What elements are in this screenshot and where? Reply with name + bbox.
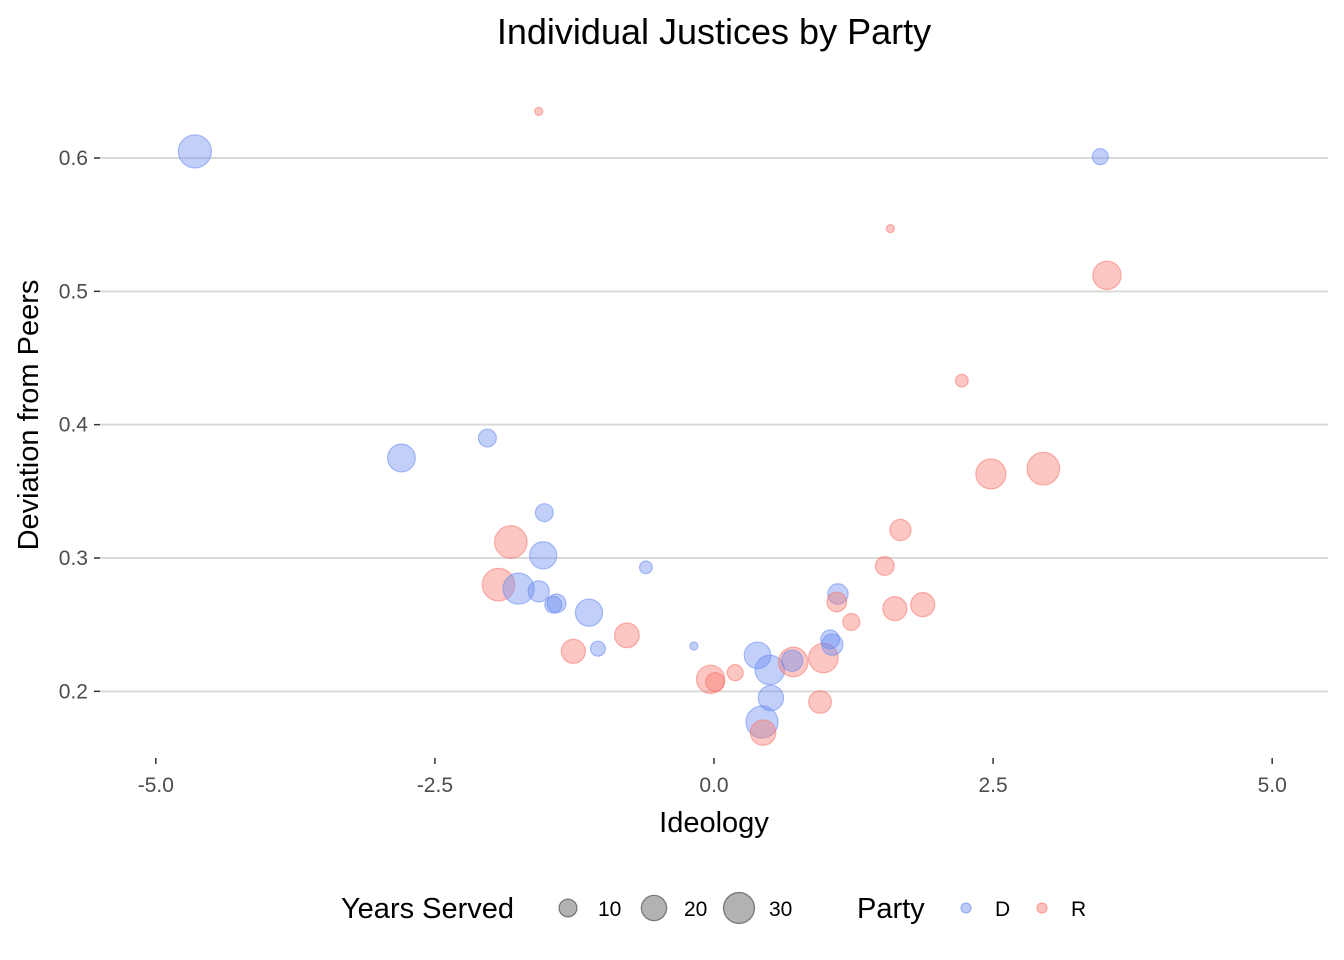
data-point	[827, 583, 849, 605]
axes: 0.2 0.3 0.4 0.5 0.6 -5.0 -2.5 0.0 2.5 5.0	[59, 147, 1287, 797]
size-legend-label: 20	[684, 898, 707, 921]
size-legend-key	[640, 894, 668, 922]
data-point	[743, 641, 772, 670]
data-points	[177, 106, 1122, 746]
data-point	[689, 641, 699, 651]
data-point	[820, 629, 841, 650]
data-point	[638, 560, 653, 575]
data-point	[534, 503, 554, 523]
x-axis-title: Ideology	[659, 807, 769, 839]
color-legend-key	[960, 902, 972, 914]
x-tick-label: 5.0	[1258, 774, 1287, 797]
data-point	[481, 567, 516, 602]
data-point	[493, 525, 528, 559]
x-tick-label: 2.5	[978, 774, 1007, 797]
data-point	[477, 428, 497, 448]
y-tick-label: 0.2	[59, 680, 88, 703]
y-tick-label: 0.5	[59, 280, 88, 303]
data-point	[502, 572, 535, 605]
y-tick-label: 0.6	[59, 147, 88, 170]
data-point	[1092, 260, 1122, 291]
y-tick-label: 0.4	[59, 414, 89, 437]
data-point	[574, 598, 604, 627]
size-legend-key	[722, 891, 756, 925]
y-tick-label: 0.3	[59, 547, 88, 570]
legend: Years Served Party 10 20 30 D R	[341, 891, 1086, 925]
color-legend-title: Party	[857, 893, 925, 925]
size-legend-label: 10	[598, 898, 621, 921]
data-point	[754, 654, 786, 686]
data-point	[544, 595, 563, 614]
size-legend-key	[558, 898, 578, 918]
data-point	[780, 649, 804, 672]
x-tick-label: 0.0	[699, 774, 728, 797]
color-legend-key	[1036, 902, 1048, 914]
data-point	[910, 592, 936, 618]
y-axis-title: Deviation from Peers	[13, 280, 45, 551]
data-point	[882, 596, 908, 622]
data-point	[749, 719, 777, 746]
data-point	[954, 373, 969, 388]
gridlines	[100, 157, 1328, 693]
x-tick-label: -5.0	[138, 774, 174, 797]
data-point	[1091, 148, 1109, 166]
data-point	[527, 580, 550, 603]
data-point	[534, 106, 544, 116]
size-legend-title: Years Served	[341, 893, 514, 925]
color-legend-label: D	[995, 898, 1010, 921]
data-point	[975, 458, 1007, 490]
data-point	[745, 705, 779, 739]
data-point	[874, 556, 895, 576]
data-point	[560, 638, 586, 664]
data-point	[826, 591, 848, 613]
data-point	[842, 612, 861, 632]
data-point	[589, 640, 606, 657]
chart-title: Individual Justices by Party	[497, 11, 931, 52]
data-point	[705, 672, 726, 692]
data-point	[889, 518, 912, 542]
data-point	[695, 664, 726, 695]
data-point	[885, 224, 895, 234]
data-point	[808, 642, 839, 674]
data-point	[757, 684, 785, 712]
data-point	[726, 664, 744, 682]
data-point	[808, 690, 832, 714]
data-point	[1026, 451, 1061, 486]
data-point	[613, 622, 640, 649]
data-point	[177, 134, 213, 169]
x-tick-label: -2.5	[417, 774, 453, 797]
size-legend-label: 30	[769, 898, 792, 921]
data-point	[386, 443, 416, 473]
color-legend-label: R	[1071, 898, 1086, 921]
data-point	[529, 541, 558, 570]
